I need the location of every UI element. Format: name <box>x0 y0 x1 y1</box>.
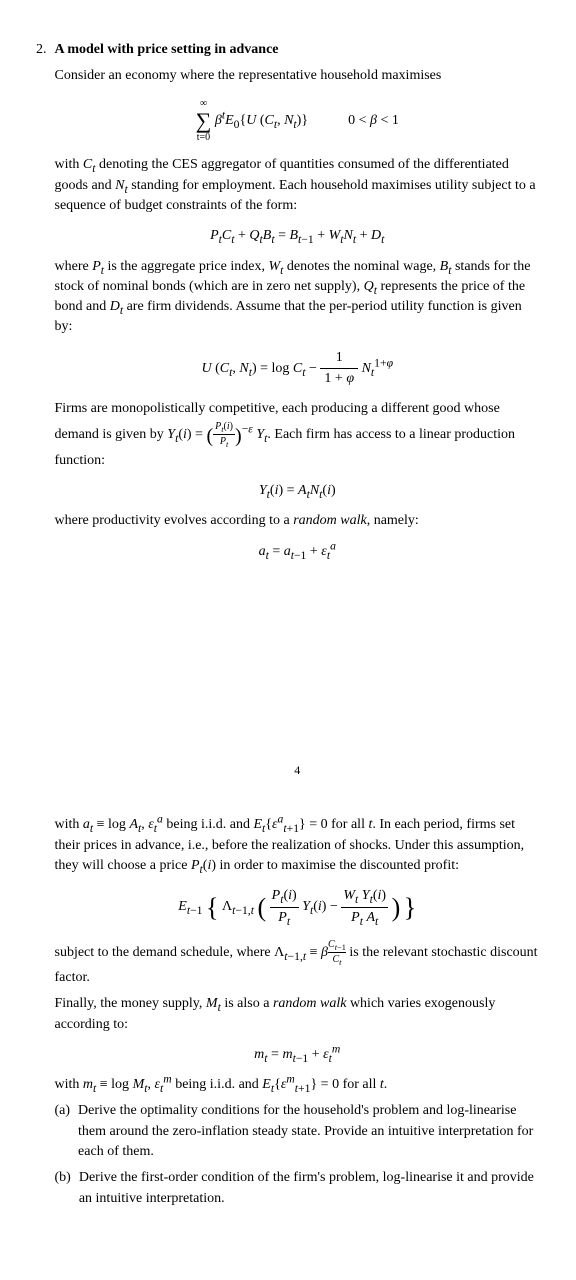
subitem-text: Derive the optimality conditions for the… <box>78 1101 540 1162</box>
page-break-gap <box>55 572 541 752</box>
p7: Finally, the money supply, Mt is also a … <box>55 994 541 1035</box>
subitem-a: (a) Derive the optimality conditions for… <box>55 1101 541 1162</box>
question-title: A model with price setting in advance <box>55 40 541 60</box>
page-number: 4 <box>55 762 541 779</box>
question-number: 2. <box>36 40 47 1215</box>
equation-budget: PtCt + QtBt = Bt−1 + WtNt + Dt <box>55 226 541 246</box>
intro-text: Consider an economy where the representa… <box>55 66 541 86</box>
p5: with at ≡ log At, εta being i.i.d. and E… <box>55 815 541 876</box>
equation-utility-sum: ∞ ∑ t=0 βtE0{U (Ct, Nt)} 0 < β < 1 <box>55 97 541 146</box>
p4: where productivity evolves according to … <box>55 511 541 531</box>
p8: with mt ≡ log Mt, εtm being i.i.d. and E… <box>55 1075 541 1095</box>
p2: where Pt is the aggregate price index, W… <box>55 257 541 338</box>
subitem-label: (b) <box>55 1168 71 1209</box>
question-body: A model with price setting in advance Co… <box>55 40 541 1215</box>
subitem-b: (b) Derive the first-order condition of … <box>55 1168 541 1209</box>
equation-a-rw: at = at−1 + εta <box>55 542 541 562</box>
question-heading-row: 2. A model with price setting in advance… <box>36 40 540 1215</box>
p1: with Ct denoting the CES aggregator of q… <box>55 155 541 216</box>
subitem-label: (a) <box>55 1101 71 1162</box>
equation-m-rw: mt = mt−1 + εtm <box>55 1045 541 1065</box>
equation-profit: Et−1 { Λt−1,t ( Pt(i) Pt Yt(i) − Wt Yt(i… <box>55 886 541 928</box>
p3: Firms are monopolistically competitive, … <box>55 399 541 471</box>
document-page: 2. A model with price setting in advance… <box>0 0 576 1255</box>
p6: subject to the demand schedule, where Λt… <box>55 938 541 988</box>
subitem-text: Derive the first-order condition of the … <box>79 1168 540 1209</box>
equation-utility-fn: U (Ct, Nt) = log Ct − 1 1 + φ Nt1+φ <box>55 348 541 390</box>
equation-production: Yt(i) = AtNt(i) <box>55 481 541 501</box>
